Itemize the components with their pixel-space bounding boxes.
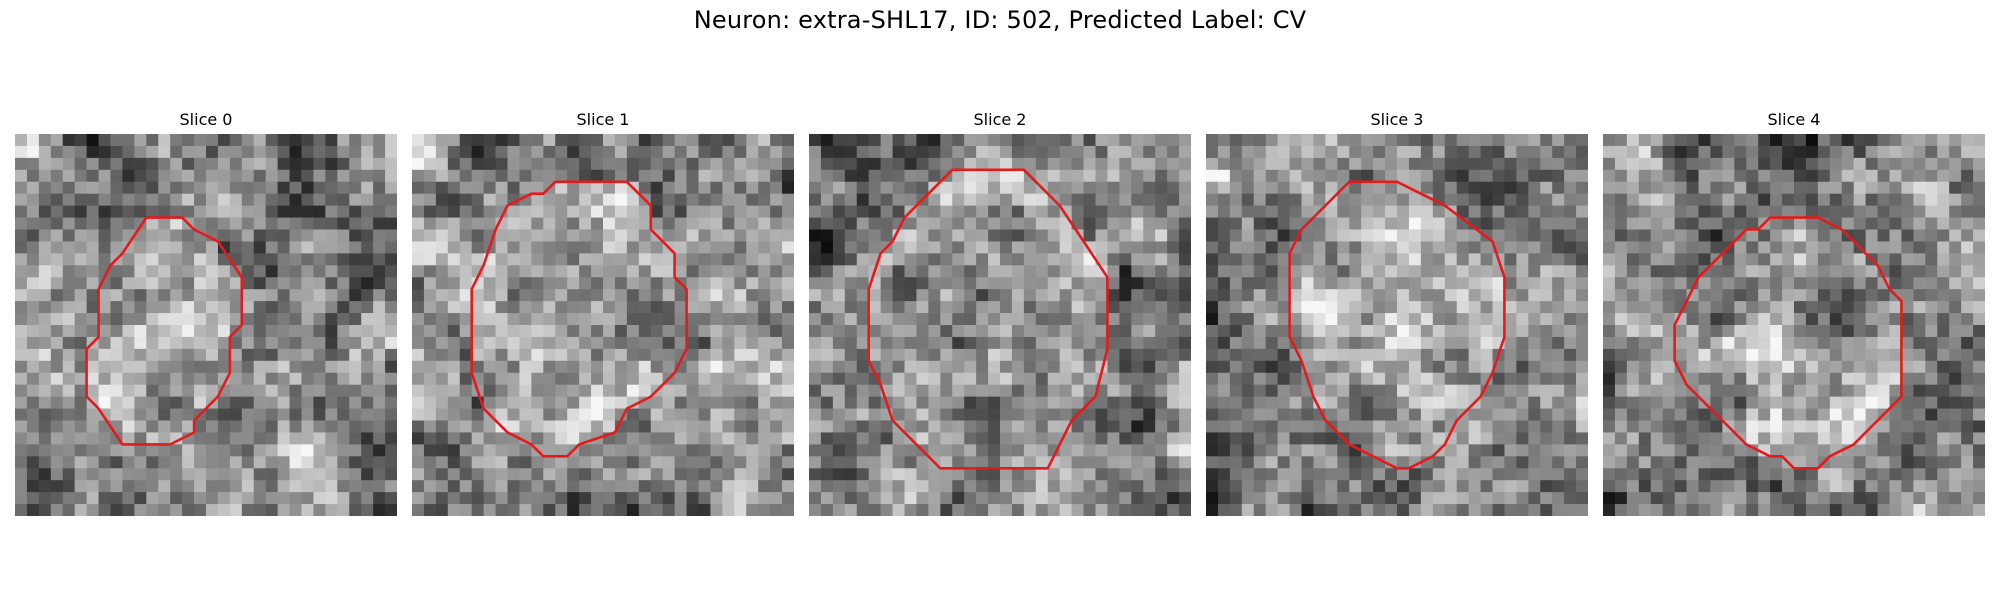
pixel-grid [1603, 134, 1985, 516]
slice-title: Slice 4 [1767, 110, 1821, 129]
slice-image-2 [809, 134, 1191, 516]
pixel-grid [809, 134, 1191, 516]
segmentation-contour [867, 168, 1109, 470]
slice-title: Slice 1 [576, 110, 630, 129]
slice-image-1 [412, 134, 794, 516]
segmentation-contour [1673, 216, 1903, 470]
pixel-grid [1206, 134, 1588, 516]
pixel-grid [412, 134, 794, 516]
slice-image-3 [1206, 134, 1588, 516]
pixel-grid [15, 134, 397, 516]
slice-image-4 [1603, 134, 1985, 516]
segmentation-contour [85, 216, 244, 446]
figure-title: Neuron: extra-SHL17, ID: 502, Predicted … [693, 6, 1307, 34]
slice-image-0 [15, 134, 397, 516]
slice-title: Slice 3 [1370, 110, 1424, 129]
slice-title: Slice 2 [973, 110, 1027, 129]
slice-title: Slice 0 [179, 110, 233, 129]
segmentation-contour [470, 180, 688, 458]
segmentation-contour [1288, 180, 1506, 470]
